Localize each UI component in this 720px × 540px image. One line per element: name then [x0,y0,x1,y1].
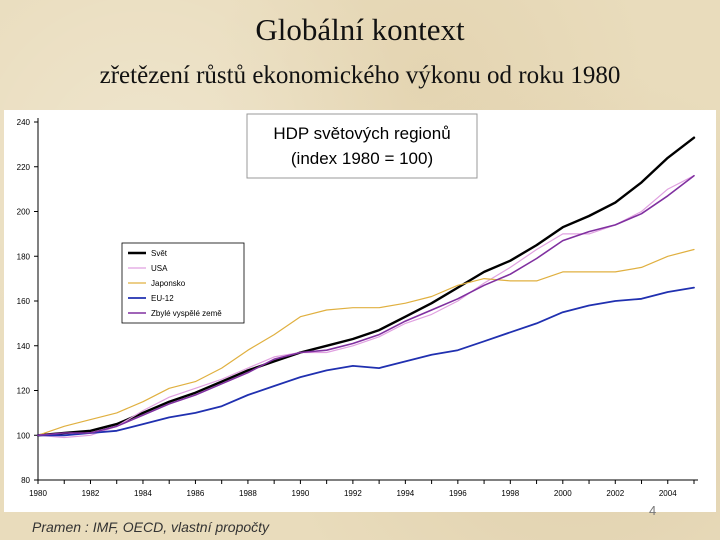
y-tick-label: 160 [17,297,31,306]
page-number: 4 [649,503,657,518]
y-tick-label: 180 [17,252,31,261]
y-tick-label: 120 [17,387,31,396]
x-tick-label: 1994 [396,489,414,498]
legend-label: EU-12 [151,294,174,303]
legend-label: Zbylé vyspělé země [151,309,222,318]
x-tick-label: 1998 [501,489,519,498]
y-tick-label: 200 [17,208,31,217]
x-tick-label: 1992 [344,489,362,498]
x-tick-label: 1988 [239,489,257,498]
slide-title: Globální kontext [255,12,465,47]
gdp-line-chart: 80 100 120 140 160 180 200 220 240 1980 1982 1984 19… [17,113,698,498]
series-line [37,248,695,436]
y-tick-label: 220 [17,163,31,172]
y-tick-label: 240 [17,118,31,127]
series-line [36,136,696,437]
legend-label: USA [151,264,168,273]
x-tick-label: 1990 [292,489,310,498]
x-tick-label: 2000 [554,489,572,498]
y-tick-label: 140 [17,342,31,351]
series-line [37,286,695,437]
y-tick-label: 100 [17,431,31,440]
x-tick-label: 1982 [82,489,100,498]
chart-subtitle: (index 1980 = 100) [291,149,433,168]
source-note: Pramen : IMF, OECD, vlastní propočty [32,519,270,535]
x-tick-label: 1986 [187,489,205,498]
chart-title-box [246,113,478,179]
series-line [37,174,695,437]
x-tick-label: 2004 [659,489,677,498]
chart-title: HDP světových regionů [273,124,450,143]
legend-label: Svět [151,249,168,258]
x-tick-label: 1996 [449,489,467,498]
legend-label: Japonsko [151,279,186,288]
x-tick-label: 1984 [134,489,152,498]
x-tick-label: 2002 [606,489,624,498]
x-tick-label: 1980 [29,489,47,498]
chart-panel: 80 100 120 140 160 180 200 220 240 1980 1982 1984 19… [4,110,716,512]
slide-subtitle: zřetězení růstů ekonomického výkonu od r… [99,62,621,89]
y-tick-label: 80 [21,476,30,485]
